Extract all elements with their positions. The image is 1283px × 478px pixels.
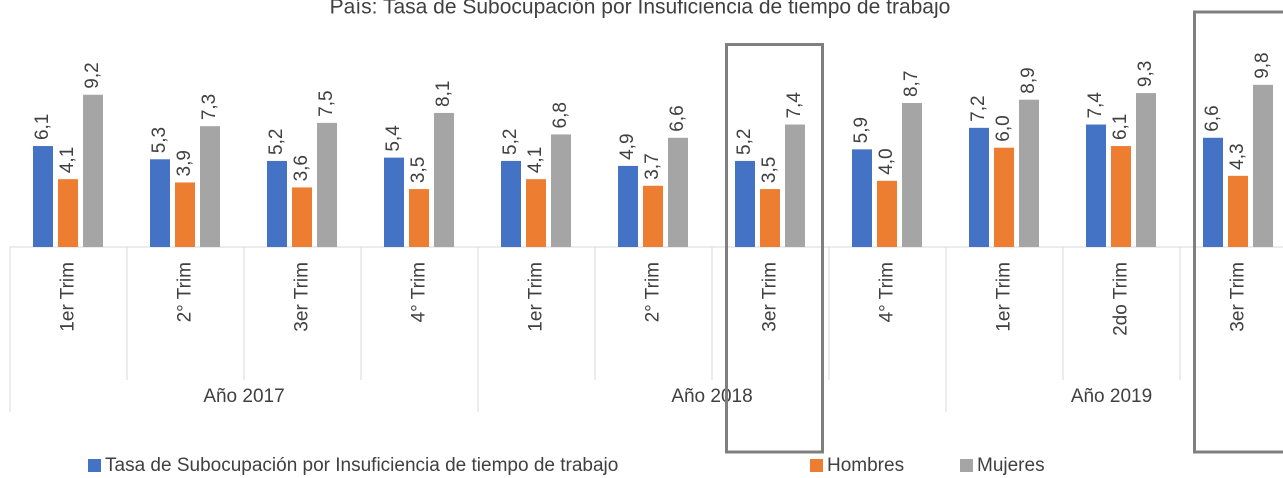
bar bbox=[852, 149, 872, 247]
bar bbox=[175, 182, 195, 247]
legend-swatch bbox=[88, 459, 101, 472]
bar bbox=[735, 160, 755, 247]
bar bbox=[668, 137, 688, 247]
value-label: 3,9 bbox=[174, 150, 195, 176]
value-label: 8,1 bbox=[433, 81, 454, 107]
x-tick-label: 3er Trim bbox=[760, 262, 781, 332]
value-label: 6,0 bbox=[993, 115, 1014, 141]
value-label: 5,4 bbox=[383, 125, 404, 152]
bar bbox=[409, 189, 429, 247]
value-label: 5,2 bbox=[734, 129, 755, 155]
bar bbox=[877, 180, 897, 247]
value-label: 7,5 bbox=[316, 90, 337, 116]
x-tick-label: 1er Trim bbox=[58, 262, 79, 332]
legend-swatch bbox=[960, 459, 973, 472]
value-label: 8,7 bbox=[901, 71, 922, 97]
bar bbox=[902, 103, 922, 247]
value-label: 4,1 bbox=[525, 147, 546, 173]
bar bbox=[618, 165, 638, 247]
chart-title: País: Tasa de Subocupación por Insuficie… bbox=[330, 0, 951, 19]
bar bbox=[643, 185, 663, 247]
bar bbox=[292, 187, 312, 247]
bar bbox=[785, 124, 805, 247]
value-label: 8,9 bbox=[1018, 67, 1039, 93]
value-label: 9,3 bbox=[1135, 61, 1156, 87]
value-label: 6,6 bbox=[667, 105, 688, 131]
value-label: 3,5 bbox=[759, 157, 780, 183]
group-label: Año 2017 bbox=[203, 386, 284, 407]
value-label: 5,2 bbox=[266, 129, 287, 155]
x-tick-label: 2° Trim bbox=[643, 262, 664, 322]
bar bbox=[150, 159, 170, 247]
value-label: 5,3 bbox=[149, 127, 170, 153]
value-label: 3,5 bbox=[408, 157, 429, 183]
highlight-box bbox=[725, 43, 824, 454]
bar bbox=[384, 157, 404, 247]
x-tick-label: 2° Trim bbox=[175, 262, 196, 322]
bar bbox=[200, 126, 220, 247]
bar bbox=[1019, 99, 1039, 247]
value-label: 9,8 bbox=[1252, 52, 1273, 78]
value-label: 4,0 bbox=[876, 148, 897, 174]
bar bbox=[526, 179, 546, 247]
bar bbox=[1228, 175, 1248, 247]
value-label: 7,4 bbox=[784, 92, 805, 119]
value-label: 6,1 bbox=[1110, 114, 1131, 140]
bar bbox=[760, 189, 780, 247]
bar bbox=[267, 160, 287, 247]
bar bbox=[58, 179, 78, 247]
value-label: 9,2 bbox=[82, 62, 103, 88]
value-label: 3,6 bbox=[291, 155, 312, 181]
bar bbox=[1136, 93, 1156, 248]
x-tick-label: 2do Trim bbox=[1111, 262, 1132, 336]
bar bbox=[1086, 124, 1106, 247]
group-label: Año 2019 bbox=[1071, 386, 1152, 407]
value-label: 7,4 bbox=[1085, 92, 1106, 119]
legend-label: Mujeres bbox=[977, 455, 1045, 476]
x-tick-label: 1er Trim bbox=[526, 262, 547, 332]
value-label: 6,1 bbox=[32, 114, 53, 140]
bar bbox=[83, 94, 103, 248]
value-label: 5,2 bbox=[500, 129, 521, 155]
value-label: 5,9 bbox=[851, 117, 872, 143]
value-label: 7,3 bbox=[199, 94, 220, 120]
bar bbox=[969, 127, 989, 247]
bar bbox=[1253, 84, 1273, 247]
bar bbox=[317, 122, 337, 247]
x-tick-label: 3er Trim bbox=[1228, 262, 1249, 332]
value-label: 4,3 bbox=[1227, 143, 1248, 169]
legend-label: Tasa de Subocupación por Insuficiencia d… bbox=[105, 455, 618, 476]
value-label: 4,9 bbox=[617, 133, 638, 159]
bar bbox=[551, 134, 571, 247]
value-label: 6,6 bbox=[1202, 105, 1223, 131]
value-label: 4,1 bbox=[57, 147, 78, 173]
value-label: 7,2 bbox=[968, 95, 989, 121]
bar bbox=[994, 147, 1014, 247]
group-label: Año 2018 bbox=[671, 386, 752, 407]
bar bbox=[434, 112, 454, 247]
bar bbox=[501, 160, 521, 247]
x-tick-label: 4° Trim bbox=[409, 262, 430, 322]
value-label: 3,7 bbox=[642, 153, 663, 179]
bar bbox=[1111, 146, 1131, 247]
x-tick-label: 3er Trim bbox=[292, 262, 313, 332]
highlight-box bbox=[1193, 10, 1283, 454]
legend-label: Hombres bbox=[827, 455, 904, 476]
x-tick-label: 1er Trim bbox=[994, 262, 1015, 332]
value-label: 6,8 bbox=[550, 102, 571, 128]
legend-swatch bbox=[810, 459, 823, 472]
bar bbox=[33, 146, 53, 247]
x-tick-label: 4° Trim bbox=[877, 262, 898, 322]
bar bbox=[1203, 137, 1223, 247]
